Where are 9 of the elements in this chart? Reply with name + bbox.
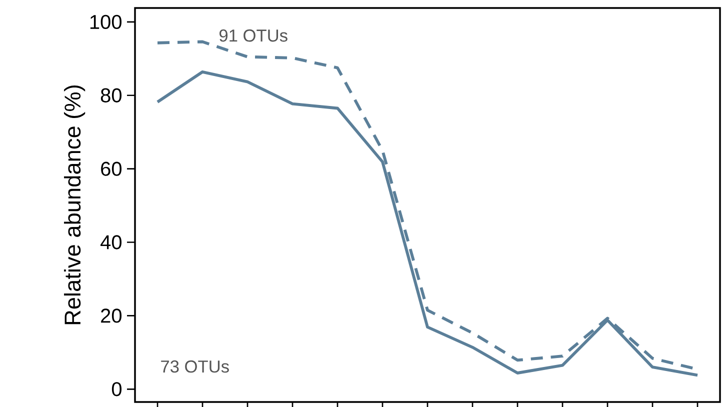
y-axis-title: Relative abundance (%)	[64, 86, 86, 324]
annotation: 91 OTUs	[220, 29, 288, 42]
y-tick-label: 0	[112, 382, 122, 396]
y-tick-label: 80	[100, 88, 122, 102]
y-tick-label: 20	[101, 308, 122, 323]
y-tick-label: 60	[101, 162, 122, 176]
y-tick-label: 100	[90, 14, 122, 30]
annotation: 73 OTUs	[161, 360, 229, 373]
y-tick-label: 40	[100, 235, 122, 250]
